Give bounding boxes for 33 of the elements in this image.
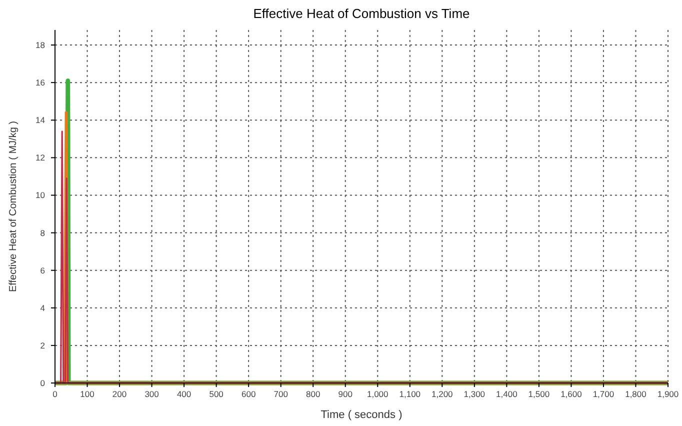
y-tick-label: 4: [40, 302, 46, 313]
x-tick-label: 600: [241, 389, 256, 399]
y-axis-title: Effective Heat of Combustion ( MJ/kg ): [8, 121, 19, 292]
x-tick-label: 1,500: [528, 389, 550, 399]
y-tick-label: 14: [36, 115, 46, 126]
y-tick-label: 18: [36, 40, 46, 50]
x-tick-label: 0: [52, 389, 58, 399]
x-tick-label: 300: [144, 389, 160, 399]
y-tick-label: 2: [40, 340, 46, 350]
x-tick-label: 1,400: [496, 389, 518, 399]
x-tick-label: 1,700: [592, 389, 614, 399]
y-tick-label: 16: [36, 78, 46, 88]
chart-title: Effective Heat of Combustion vs Time: [253, 6, 470, 21]
x-tick-label: 700: [274, 389, 288, 399]
x-tick-label: 900: [338, 389, 353, 399]
x-axis-title: Time ( seconds ): [320, 409, 402, 421]
x-tick-label: 100: [80, 389, 95, 399]
x-tick-label: 1,300: [464, 389, 486, 399]
x-tick-label: 1,100: [399, 389, 421, 399]
x-tick-label: 200: [112, 389, 127, 399]
x-tick-label: 1,000: [366, 389, 389, 399]
y-tick-label: 8: [40, 228, 46, 238]
y-tick-label: 12: [36, 152, 46, 163]
x-tick-label: 1,600: [560, 389, 582, 399]
y-tick-label: 6: [40, 265, 46, 276]
x-tick-label: 500: [209, 389, 224, 399]
x-tick-label: 1,900: [657, 389, 679, 399]
x-tick-label: 1,800: [625, 389, 647, 399]
y-tick-label: 10: [36, 190, 46, 200]
y-tick-label: 0: [40, 378, 46, 388]
x-tick-label: 800: [306, 389, 320, 399]
x-tick-label: 1,200: [432, 389, 454, 399]
x-tick-label: 400: [176, 389, 192, 399]
